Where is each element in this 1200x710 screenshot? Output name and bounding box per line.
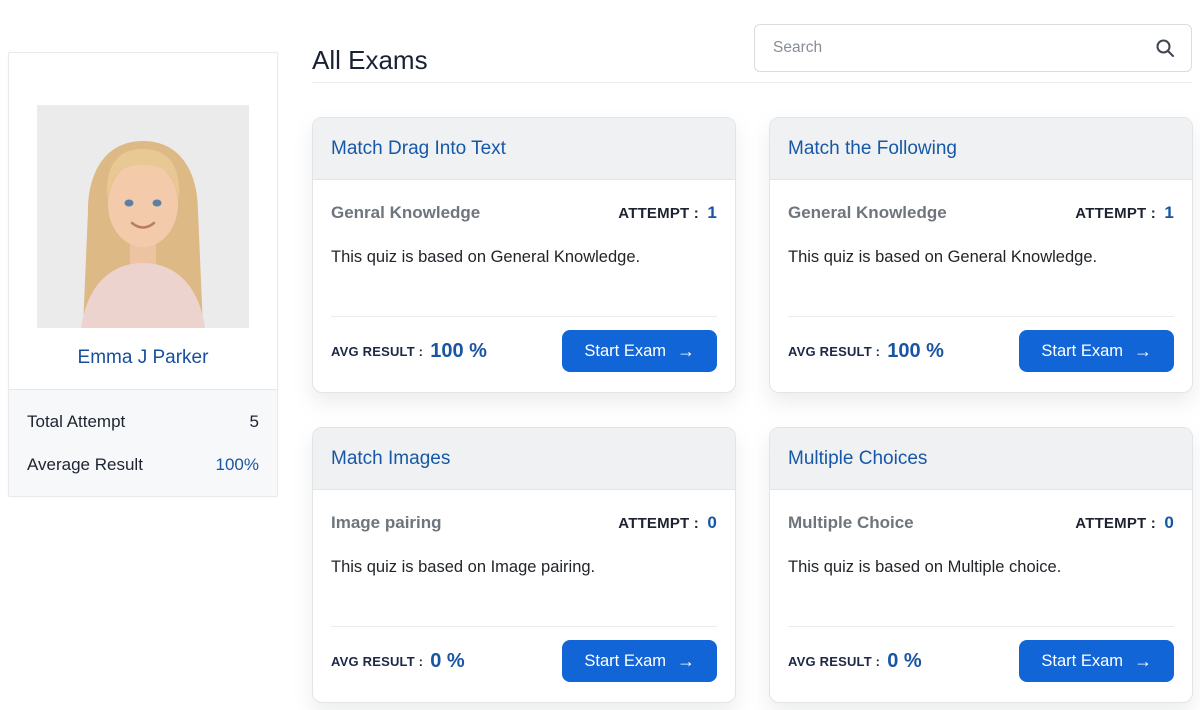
card-footer: AVG RESULT : 100 % Start Exam →: [770, 317, 1192, 392]
card-body: Multiple Choice ATTEMPT : 0 This quiz is…: [770, 490, 1192, 626]
subject-label: Genral Knowledge: [331, 203, 481, 222]
subject-label: Image pairing: [331, 513, 442, 532]
avg-result: AVG RESULT : 100 %: [331, 340, 487, 363]
subject-row: General Knowledge ATTEMPT : 1: [788, 203, 1174, 223]
card-header: Match the Following: [770, 118, 1192, 180]
avg-result: AVG RESULT : 0 %: [788, 650, 922, 673]
stat-value: 100%: [215, 454, 259, 474]
subject-row: Image pairing ATTEMPT : 0: [331, 513, 717, 533]
subject-label: Multiple Choice: [788, 513, 914, 532]
search-input[interactable]: [771, 38, 1155, 58]
card-header: Multiple Choices: [770, 428, 1192, 490]
arrow-right-icon: →: [1134, 651, 1152, 671]
smile: [130, 221, 156, 229]
stat-value: 5: [249, 411, 259, 431]
card-description: This quiz is based on General Knowledge.: [788, 248, 1098, 266]
right-eye: [152, 199, 162, 207]
sweater-shape: [81, 263, 205, 328]
card-divider: [331, 626, 717, 627]
card-title: Multiple Choices: [788, 448, 928, 469]
stat-label: Total Attempt: [27, 411, 126, 431]
card-header: Match Drag Into Text: [313, 118, 735, 180]
card-divider: [331, 316, 717, 317]
subject-row: Multiple Choice ATTEMPT : 0: [788, 513, 1174, 533]
start-exam-button[interactable]: Start Exam →: [562, 330, 717, 372]
card-footer: AVG RESULT : 0 % Start Exam →: [770, 627, 1192, 702]
exam-card: Match Images Image pairing ATTEMPT : 0 T…: [312, 427, 736, 703]
card-body: Genral Knowledge ATTEMPT : 1 This quiz i…: [313, 180, 735, 316]
card-divider: [788, 626, 1174, 627]
attempt-text: ATTEMPT : 1: [1075, 203, 1174, 223]
avg-result-value: 100 %: [430, 339, 487, 362]
exam-card: Match Drag Into Text Genral Knowledge AT…: [312, 117, 736, 393]
card-body: Image pairing ATTEMPT : 0 This quiz is b…: [313, 490, 735, 626]
profile-card: Emma J Parker Total Attempt 5 Average Re…: [8, 52, 278, 497]
card-header: Match Images: [313, 428, 735, 490]
left-eye: [124, 199, 134, 207]
card-description: This quiz is based on Image pairing.: [331, 558, 596, 576]
card-footer: AVG RESULT : 0 % Start Exam →: [313, 627, 735, 702]
start-exam-button[interactable]: Start Exam →: [1019, 640, 1174, 682]
attempt-text: ATTEMPT : 1: [618, 203, 717, 223]
avg-result: AVG RESULT : 100 %: [788, 340, 944, 363]
hair-front-shape: [106, 149, 180, 199]
search-box: [754, 24, 1192, 72]
start-exam-label: Start Exam: [1041, 651, 1123, 670]
arrow-right-icon: →: [677, 341, 695, 361]
profile-name[interactable]: Emma J Parker: [77, 347, 209, 368]
profile-stats: Total Attempt 5 Average Result 100%: [9, 389, 277, 496]
arrow-right-icon: →: [677, 651, 695, 671]
attempt-value: 0: [707, 513, 717, 532]
avg-result-value: 0 %: [887, 649, 922, 672]
avg-result-value: 100 %: [887, 339, 944, 362]
exam-card: Multiple Choices Multiple Choice ATTEMPT…: [769, 427, 1193, 703]
card-title: Match Drag Into Text: [331, 138, 506, 159]
page-title: All Exams: [312, 45, 428, 76]
exam-card: Match the Following General Knowledge AT…: [769, 117, 1193, 393]
profile-photo: [37, 105, 249, 328]
start-exam-label: Start Exam: [584, 651, 666, 670]
start-exam-label: Start Exam: [1041, 341, 1123, 360]
start-exam-button[interactable]: Start Exam →: [562, 640, 717, 682]
stat-row-average-result: Average Result 100%: [27, 455, 259, 475]
search-icon: [1156, 39, 1174, 57]
avg-result-value: 0 %: [430, 649, 465, 672]
card-title: Match the Following: [788, 138, 957, 159]
avg-result-label: AVG RESULT :: [331, 343, 424, 359]
attempt-label: ATTEMPT :: [618, 205, 699, 222]
attempt-label: ATTEMPT :: [1075, 205, 1156, 222]
avg-result: AVG RESULT : 0 %: [331, 650, 465, 673]
avg-result-label: AVG RESULT :: [331, 653, 424, 669]
exam-cards-grid: Match Drag Into Text Genral Knowledge AT…: [312, 117, 1193, 703]
card-footer: AVG RESULT : 100 % Start Exam →: [313, 317, 735, 392]
card-divider: [788, 316, 1174, 317]
stat-label: Average Result: [27, 454, 143, 474]
card-description: This quiz is based on Multiple choice.: [788, 558, 1062, 576]
attempt-value: 1: [1164, 203, 1174, 222]
subject-label: General Knowledge: [788, 203, 947, 222]
header-divider: [312, 82, 1192, 83]
attempt-label: ATTEMPT :: [1075, 515, 1156, 532]
stat-row-total-attempt: Total Attempt 5: [27, 412, 259, 432]
face-shape: [108, 161, 178, 247]
main-content: All Exams Match Drag Into Text Genral Kn…: [312, 0, 1193, 710]
start-exam-button[interactable]: Start Exam →: [1019, 330, 1174, 372]
subject-row: Genral Knowledge ATTEMPT : 1: [331, 203, 717, 223]
attempt-label: ATTEMPT :: [618, 515, 699, 532]
attempt-text: ATTEMPT : 0: [1075, 513, 1174, 533]
attempt-value: 0: [1164, 513, 1174, 532]
card-title: Match Images: [331, 448, 451, 469]
avg-result-label: AVG RESULT :: [788, 343, 881, 359]
search-button[interactable]: [1155, 38, 1175, 58]
card-description: This quiz is based on General Knowledge.: [331, 248, 641, 266]
arrow-right-icon: →: [1134, 341, 1152, 361]
attempt-value: 1: [707, 203, 717, 222]
card-body: General Knowledge ATTEMPT : 1 This quiz …: [770, 180, 1192, 316]
start-exam-label: Start Exam: [584, 341, 666, 360]
attempt-text: ATTEMPT : 0: [618, 513, 717, 533]
avg-result-label: AVG RESULT :: [788, 653, 881, 669]
